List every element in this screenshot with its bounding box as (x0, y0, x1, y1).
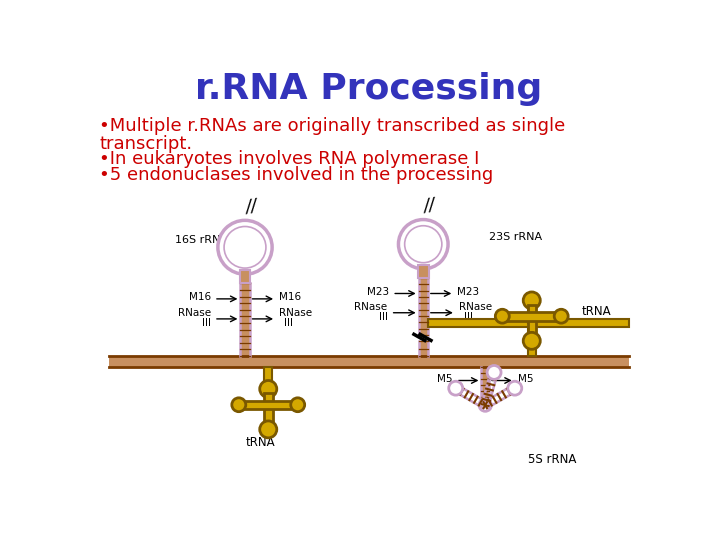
Circle shape (260, 421, 276, 438)
Bar (428, 319, 532, 327)
Circle shape (398, 220, 448, 269)
Bar (536, 319, 629, 327)
Circle shape (523, 292, 540, 309)
Text: RNase: RNase (354, 301, 387, 312)
Bar (503, 312, 561, 321)
Text: M16: M16 (279, 292, 301, 302)
Circle shape (479, 399, 492, 411)
Bar (264, 393, 273, 422)
Bar (418, 341, 428, 356)
Text: RNase: RNase (279, 308, 312, 318)
Circle shape (232, 398, 246, 411)
Text: III: III (379, 312, 387, 322)
Circle shape (495, 309, 509, 323)
Text: r.RNA Processing: r.RNA Processing (195, 72, 543, 106)
Circle shape (508, 381, 522, 395)
Circle shape (405, 226, 442, 262)
Text: tRNA: tRNA (246, 436, 275, 449)
Circle shape (523, 333, 540, 349)
Text: III: III (202, 318, 211, 328)
Text: •Multiple r.RNAs are originally transcribed as single: •Multiple r.RNAs are originally transcri… (99, 117, 565, 135)
Circle shape (218, 220, 272, 274)
Text: III: III (284, 318, 293, 328)
Text: 5S rRNA: 5S rRNA (528, 453, 576, 465)
Text: III: III (464, 312, 472, 322)
Bar (239, 401, 297, 409)
Text: RNase: RNase (178, 308, 211, 318)
Text: •In eukaryotes involves RNA polymerase I: •In eukaryotes involves RNA polymerase I (99, 150, 480, 168)
Bar (264, 367, 272, 381)
Text: M5: M5 (437, 374, 453, 384)
Bar (418, 265, 428, 278)
Text: //: // (243, 197, 258, 217)
Text: //: // (422, 196, 437, 215)
Text: M23: M23 (367, 287, 389, 297)
Text: 16S rRNA: 16S rRNA (175, 234, 228, 245)
Bar (418, 278, 428, 335)
Bar (109, 356, 629, 367)
Bar (528, 309, 536, 323)
Text: M23: M23 (457, 287, 480, 297)
Circle shape (449, 381, 463, 395)
Circle shape (487, 366, 501, 379)
Text: transcript.: transcript. (99, 135, 192, 153)
Bar (528, 305, 536, 333)
Text: •5 endonuclases involved in the processing: •5 endonuclases involved in the processi… (99, 166, 493, 184)
Text: RNase: RNase (459, 301, 492, 312)
Circle shape (554, 309, 568, 323)
Bar (240, 271, 251, 284)
Circle shape (291, 398, 305, 411)
Text: M16: M16 (189, 292, 211, 302)
Bar (240, 284, 250, 356)
Bar (482, 367, 489, 397)
Circle shape (224, 226, 266, 268)
Text: M5: M5 (518, 374, 534, 384)
Circle shape (260, 381, 276, 397)
Text: 23S rRNA: 23S rRNA (489, 232, 542, 241)
Bar (528, 327, 536, 356)
Text: tRNA: tRNA (582, 305, 612, 318)
